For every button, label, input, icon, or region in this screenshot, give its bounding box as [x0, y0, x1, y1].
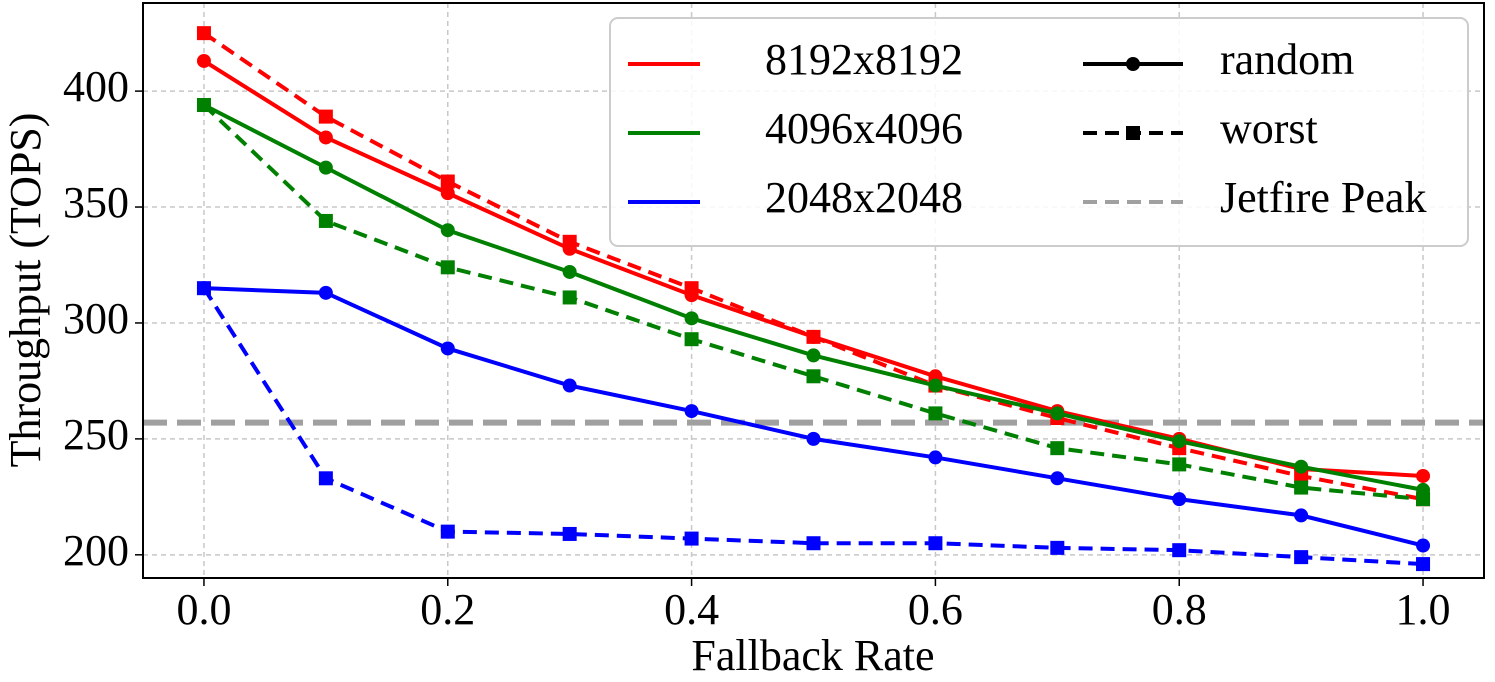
y-axis-label: Throughput (TOPS)	[1, 113, 50, 468]
marker	[1294, 459, 1309, 474]
marker	[806, 431, 821, 446]
y-tick-label: 250	[63, 410, 129, 459]
legend-label: 8192x8192	[765, 35, 963, 84]
data-line	[202, 103, 1424, 502]
marker	[928, 406, 943, 421]
marker	[318, 285, 333, 300]
marker	[440, 186, 455, 201]
marker	[1126, 126, 1140, 140]
marker	[318, 471, 333, 486]
legend-label: 4096x4096	[765, 104, 963, 153]
x-tick-label: 0.6	[908, 585, 963, 634]
marker	[562, 264, 577, 279]
marker	[684, 404, 699, 419]
data-line	[202, 287, 1424, 567]
x-tick-label: 1.0	[1396, 585, 1451, 634]
x-tick-label: 0.8	[1152, 585, 1207, 634]
legend-label: random	[1220, 35, 1354, 84]
legend-label: 2048x2048	[765, 173, 963, 222]
marker	[440, 174, 455, 189]
marker	[1416, 557, 1431, 572]
y-tick-label: 350	[63, 178, 129, 227]
marker	[684, 531, 699, 546]
marker	[440, 223, 455, 238]
x-tick-label: 0.4	[664, 585, 719, 634]
y-tick-label: 200	[63, 526, 129, 575]
x-tick-label: 0.0	[176, 585, 231, 634]
legend-label: worst	[1220, 104, 1318, 153]
marker	[928, 536, 943, 551]
marker	[1294, 480, 1309, 495]
y-tick-label: 300	[63, 294, 129, 343]
marker	[318, 160, 333, 175]
y-tick-label: 400	[63, 62, 129, 111]
marker	[684, 311, 699, 326]
marker	[1172, 543, 1187, 558]
marker	[1050, 441, 1065, 456]
marker	[1416, 492, 1431, 507]
marker	[440, 260, 455, 275]
marker	[806, 369, 821, 384]
marker	[684, 281, 699, 296]
marker	[1126, 57, 1140, 71]
marker	[1050, 406, 1065, 421]
marker	[1172, 434, 1187, 449]
marker	[562, 234, 577, 249]
marker	[318, 109, 333, 124]
marker	[562, 526, 577, 541]
marker	[440, 524, 455, 539]
marker	[562, 290, 577, 305]
x-axis-label: Fallback Rate	[691, 631, 934, 680]
marker	[196, 281, 211, 296]
legend-box	[609, 17, 1469, 247]
marker	[196, 26, 211, 41]
marker	[562, 378, 577, 393]
marker	[1416, 538, 1431, 553]
marker	[196, 98, 211, 113]
marker	[806, 536, 821, 551]
marker	[806, 329, 821, 344]
marker	[1416, 468, 1431, 483]
marker	[440, 341, 455, 356]
legend-label: Jetfire Peak	[1220, 173, 1426, 222]
marker	[928, 450, 943, 465]
marker	[928, 378, 943, 393]
marker	[1172, 492, 1187, 507]
marker	[806, 348, 821, 363]
marker	[196, 53, 211, 68]
marker	[1050, 540, 1065, 555]
marker	[684, 332, 699, 347]
marker	[1294, 508, 1309, 523]
marker	[318, 213, 333, 228]
plot-frame	[142, 2, 1485, 579]
marker	[318, 130, 333, 145]
marker	[1294, 550, 1309, 565]
marker	[1172, 457, 1187, 472]
marker	[1050, 471, 1065, 486]
x-tick-label: 0.2	[420, 585, 475, 634]
